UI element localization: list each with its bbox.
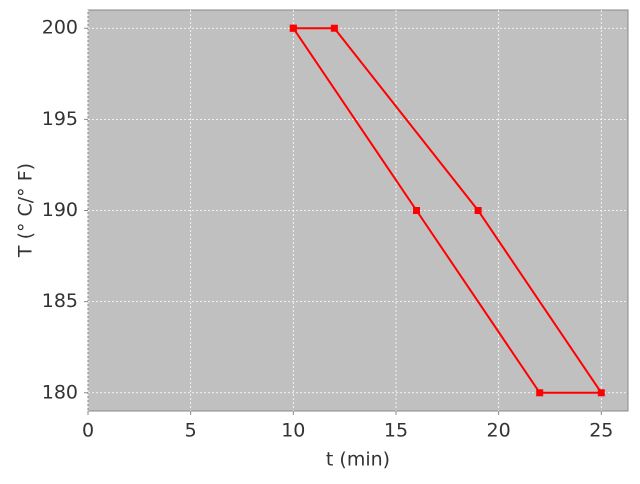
y-tick-label: 180	[42, 381, 78, 403]
y-axis-label: T (° C/° F)	[15, 163, 37, 258]
point-marker	[474, 207, 482, 214]
point-marker	[289, 24, 297, 32]
y-tick-label: 185	[42, 290, 78, 312]
point-marker	[413, 207, 421, 214]
point-marker	[536, 389, 544, 397]
point-marker	[330, 24, 338, 32]
x-tick-label: 15	[384, 420, 408, 442]
x-tick-label: 5	[185, 420, 197, 442]
point-marker	[597, 389, 605, 397]
y-tick-label: 190	[42, 199, 78, 221]
x-tick-label: 20	[487, 420, 511, 442]
x-tick-label: 25	[589, 420, 613, 442]
y-tick-label: 200	[42, 17, 78, 39]
x-tick-label: 10	[281, 420, 305, 442]
x-axis-label: t (min)	[326, 449, 390, 471]
x-tick-label: 0	[82, 420, 94, 442]
grid: 0 5 10 15 20 25 180 185 190 195 200	[42, 10, 628, 442]
y-tick-label: 195	[42, 108, 78, 130]
marks	[289, 24, 605, 397]
